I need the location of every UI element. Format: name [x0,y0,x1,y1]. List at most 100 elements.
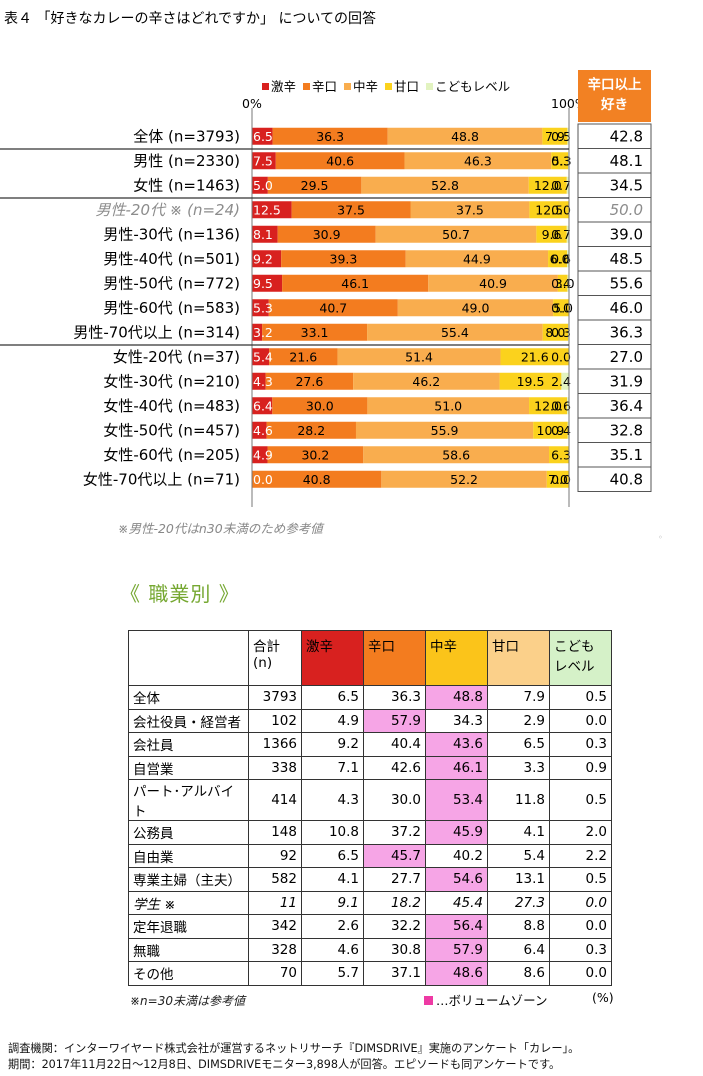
bar-data-label: 28.2 [297,423,325,438]
bar-segment [252,225,278,243]
category-label: 男性-20代 ※ (n=24) [96,201,240,219]
bar-data-label: 0.6 [551,251,571,266]
bar-segment [549,446,569,464]
bar-data-label: 12.0 [534,178,562,193]
table-cell: 40.2 [425,843,488,868]
table-cell: 3.3 [487,755,550,780]
bar-segment [252,274,283,292]
side-value: 46.0 [610,299,643,317]
category-label: 女性-30代 (n=210) [103,372,240,390]
bar-data-label: 0.4 [551,423,571,438]
bar-segment [252,152,276,170]
bar-data-label: 7.0 [548,472,568,487]
side-value: 50.0 [610,201,643,219]
table-cell: 8.6 [487,961,550,986]
table-row: 無職 328 4.6 30.8 57.9 6.4 0.3 [128,937,612,962]
category-label: 男性-70代以上 (n=314) [73,323,240,341]
bar-data-label: 8.1 [253,227,273,242]
table-cell: 13.1 [487,867,550,892]
bar-segment [528,176,567,194]
side-value: 27.0 [610,348,643,366]
legend-swatch [344,83,352,90]
table-row: 全体 3793 6.5 36.3 48.8 7.9 0.5 [128,685,612,710]
table-header-cell: 中辛 [425,630,488,686]
table-cell: 3793 [248,685,302,710]
bar-data-label: 5.0 [253,178,273,193]
bar-data-label: 30.9 [313,227,341,242]
table-cell: 2.0 [549,820,612,845]
section-title: 《 職業別 》 [120,582,240,606]
bar-data-label: 6.4 [253,398,273,413]
table-cell: 70 [248,961,302,986]
bar-data-label: 9.5 [253,276,273,291]
legend-item-1: 辛口 [303,76,337,95]
bar-segment [272,127,388,145]
bar-data-label: 52.2 [450,472,478,487]
bar-data-label: 0.6 [551,398,571,413]
table-cell: 27.3 [487,890,550,915]
bar-data-label: 21.6 [289,349,317,364]
bar-data-label: 0.3 [551,153,571,168]
table-cell: 7.1 [301,755,364,780]
bar-segment [266,421,356,439]
bar-segment [566,176,569,194]
side-value: 36.4 [610,397,643,415]
table-header-cell: 辛口 [363,630,426,686]
bar-data-label: 0.7 [551,178,571,193]
bar-segment [567,274,569,292]
table-cell: 2.6 [301,914,364,939]
table-cell: 4.1 [301,867,364,892]
bar-data-label: 40.9 [479,276,507,291]
table-cell: 0.9 [549,755,612,780]
bar-segment [529,397,568,415]
table-cell: 45.7 [363,843,426,868]
legend-swatch [426,83,434,90]
bar-data-label: 55.4 [441,325,469,340]
bar-data-label: 5.0 [553,300,573,315]
side-value: 55.6 [610,274,643,292]
bar-segment [405,250,549,268]
percent-unit: (%) [592,990,614,1005]
bar-segment [499,372,562,390]
table-row: 会社員 1366 9.2 40.4 43.6 6.5 0.3 [128,732,612,757]
bar-segment [252,176,268,194]
legend-label: 辛口 [312,79,338,94]
bar-data-label: 12.5 [535,202,563,217]
bar-segment [269,348,338,366]
bar-data-label: 9.6 [542,227,562,242]
table-cell: 37.1 [363,961,426,986]
row-label: 無職 [128,937,249,962]
bar-segment [252,299,269,317]
category-label: 女性-40代 (n=483) [103,397,240,415]
bar-segment [410,201,530,219]
bar-data-label: 6.5 [253,129,273,144]
side-value: 48.5 [610,250,643,268]
table-cell: 8.8 [487,914,550,939]
bar-segment [252,348,270,366]
row-label: パート･アルバイト [128,779,249,821]
row-label: 自営業 [128,755,249,780]
table-cell: 54.6 [425,867,488,892]
side-value: 31.9 [610,372,643,390]
category-label: 男性-60代 (n=583) [103,299,240,317]
bar-segment [567,421,569,439]
bar-segment [567,250,569,268]
table-footnote: ※n=30未満は参考値 [130,994,245,1008]
bar-data-label: 3.0 [555,276,575,291]
bar-data-label: 36.3 [316,129,344,144]
bar-data-label: 33.1 [301,325,329,340]
bar-segment [275,152,405,170]
bar-segment [529,201,569,219]
bar-data-label: 0.4 [551,276,571,291]
table-cell: 9.2 [301,732,364,757]
bar-data-label: 30.0 [306,398,334,413]
table-row: 自営業 338 7.1 42.6 46.1 3.3 0.9 [128,755,612,780]
bar-segment [252,127,273,145]
category-label: 女性-60代 (n=205) [103,446,240,464]
table-cell: 45.4 [425,890,488,915]
category-label: 男性-40代 (n=501) [103,250,240,268]
volume-zone-label: …ボリュームゾーン [436,993,548,1008]
table-cell: 53.4 [425,779,488,821]
table-cell: 43.6 [425,732,488,757]
legend-swatch [262,83,269,90]
